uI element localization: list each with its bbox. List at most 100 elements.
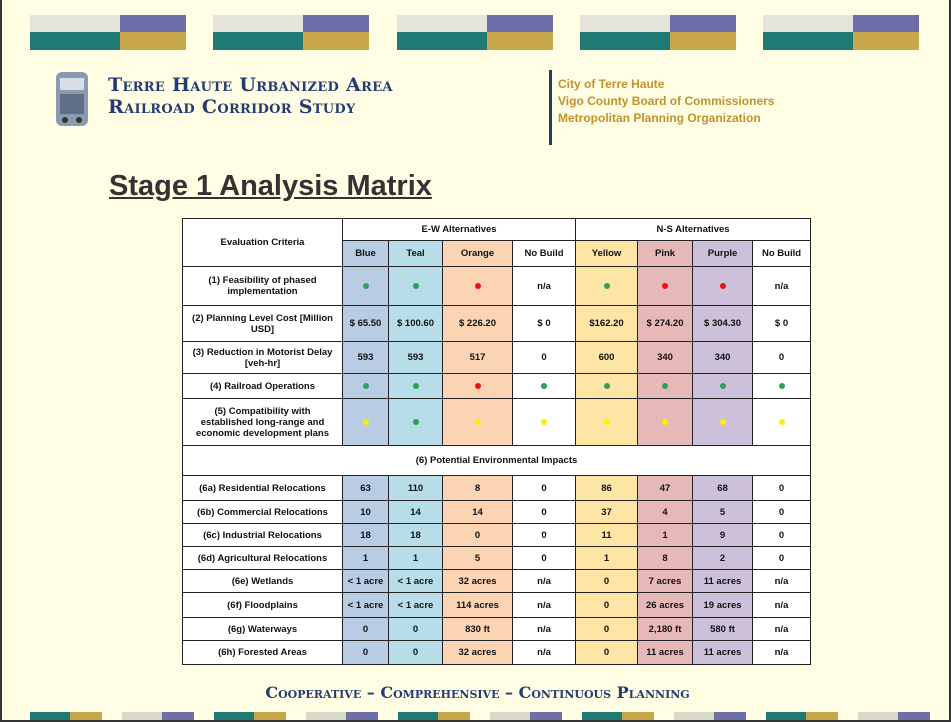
value-cell: 86 [575, 475, 639, 501]
bar-segment [858, 712, 898, 720]
column-header: Purple [692, 240, 754, 267]
bar-segment [766, 712, 806, 720]
value-cell: 0 [511, 546, 577, 570]
bar-segment [306, 712, 346, 720]
rating-cell [442, 373, 513, 399]
value-cell: 114 acres [442, 592, 513, 618]
bar-segment [30, 32, 120, 50]
rating-cell [752, 398, 812, 446]
value-cell: < 1 acre [388, 592, 443, 618]
rating-dot [719, 382, 726, 389]
bar-segment [122, 712, 162, 720]
column-header: No Build [752, 240, 812, 267]
rating-dot [362, 418, 369, 425]
bar-segment [714, 712, 746, 720]
rating-cell [692, 373, 754, 399]
rating-cell [752, 373, 812, 399]
bar-segment [214, 712, 254, 720]
bar-segment [346, 712, 378, 720]
rating-cell [575, 373, 639, 399]
bar-segment [213, 32, 303, 50]
value-cell: 600 [575, 341, 639, 374]
value-cell: n/a [752, 640, 812, 665]
value-cell: $ 274.20 [637, 305, 694, 342]
value-cell: 4 [637, 500, 694, 524]
value-cell: n/a [752, 569, 812, 593]
rating-dot [603, 418, 610, 425]
rating-cell [442, 398, 513, 446]
rating-dot [778, 382, 785, 389]
header-title: Terre Haute Urbanized Area [108, 74, 393, 96]
value-cell: 0 [388, 617, 443, 641]
value-cell: n/a [511, 640, 577, 665]
value-cell: 0 [442, 523, 513, 547]
bar-segment [853, 32, 919, 50]
rating-cell [692, 266, 754, 306]
value-cell: 18 [342, 523, 389, 547]
criteria-row: (6g) Waterways 0 0 830 ft n/a 0 2,180 ft 580 ft… [182, 617, 812, 641]
bar-segment [580, 15, 670, 32]
criteria-row: (4) Railroad Operations [182, 373, 812, 399]
value-cell: 9 [692, 523, 754, 547]
value-cell: 1 [388, 546, 443, 570]
column-header: Pink [637, 240, 694, 267]
header-title: Railroad Corridor Study [108, 96, 356, 118]
bar-segment [70, 712, 102, 720]
value-cell: 0 [752, 500, 812, 524]
value-cell: < 1 acre [342, 592, 389, 618]
value-cell: 5 [442, 546, 513, 570]
value-cell: $ 0 [752, 305, 812, 342]
value-cell: n/a [511, 592, 577, 618]
rating-dot [662, 282, 669, 289]
value-cell: 32 acres [442, 640, 513, 665]
criteria-row: (6b) Commercial Relocations 10 14 14 0 37 4 5 0 [182, 500, 812, 524]
value-cell: n/a [511, 617, 577, 641]
value-cell: n/a [752, 266, 812, 306]
bar-segment [120, 15, 186, 32]
value-cell: 830 ft [442, 617, 513, 641]
rating-dot [362, 282, 369, 289]
value-cell: < 1 acre [342, 569, 389, 593]
value-cell: 63 [342, 475, 389, 501]
value-cell: 0 [511, 500, 577, 524]
criteria-label: (1) Feasibility of phased implementation [182, 266, 343, 306]
bar-segment [763, 32, 853, 50]
organizations: City of Terre Haute Vigo County Board of… [558, 76, 774, 127]
value-cell: 32 acres [442, 569, 513, 593]
criteria-label: (6c) Industrial Relocations [182, 523, 343, 547]
value-cell: 2 [692, 546, 754, 570]
bar-segment [670, 15, 736, 32]
criteria-row: (1) Feasibility of phased implementation… [182, 266, 812, 306]
rating-dot [412, 382, 419, 389]
bar-segment [30, 15, 120, 32]
bar-segment [213, 15, 303, 32]
bar-segment [806, 712, 838, 720]
column-header: Teal [388, 240, 443, 267]
value-cell: 11 acres [637, 640, 694, 665]
column-header: Blue [342, 240, 389, 267]
value-cell: 0 [342, 640, 389, 665]
criteria-row: (6a) Residential Relocations 63 110 8 0 86 47 6… [182, 475, 812, 501]
value-cell: $ 304.30 [692, 305, 754, 342]
value-cell: 0 [511, 475, 577, 501]
criteria-row: (3) Reduction in Motorist Delay [veh-hr]… [182, 341, 812, 374]
value-cell: $ 0 [511, 305, 577, 342]
bar-segment [398, 712, 438, 720]
group-header: E-W Alternatives [341, 218, 577, 241]
criteria-row: (6f) Floodplains < 1 acre < 1 acre 114 acre… [182, 592, 812, 618]
bar-segment [898, 712, 930, 720]
value-cell: 2,180 ft [637, 617, 694, 641]
bar-segment [763, 15, 853, 32]
value-cell: 1 [342, 546, 389, 570]
criteria-row: (6e) Wetlands < 1 acre < 1 acre 32 acres n/a… [182, 569, 812, 593]
value-cell: 517 [442, 341, 513, 374]
value-cell: 110 [388, 475, 443, 501]
value-cell: 0 [575, 617, 639, 641]
column-header: Orange [442, 240, 513, 267]
bar-segment [162, 712, 194, 720]
value-cell: 18 [388, 523, 443, 547]
rating-dot [474, 382, 481, 389]
value-cell: 0 [752, 546, 812, 570]
value-cell: 1 [637, 523, 694, 547]
